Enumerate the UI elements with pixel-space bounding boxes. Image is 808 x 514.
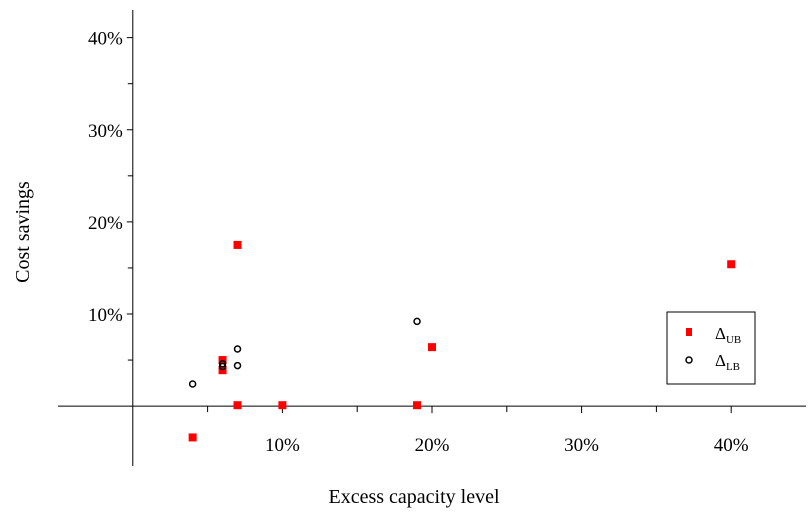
legend-box	[666, 311, 756, 385]
legend: ΔUB ΔLB	[666, 311, 756, 385]
legend-label-lb: ΔLB	[715, 351, 740, 373]
y-axis-title: Cost savings	[12, 181, 34, 283]
legend-marker-lb	[685, 356, 693, 364]
x-tick-label: 10%	[265, 435, 300, 456]
point-ub	[413, 401, 422, 410]
point-lb	[233, 345, 242, 353]
legend-marker-ub	[686, 328, 692, 336]
axes	[58, 10, 806, 466]
point-ub	[233, 240, 242, 249]
point-lb	[413, 317, 421, 326]
legend-label-ub: ΔUB	[715, 324, 741, 346]
point-lb	[218, 362, 227, 371]
point-lb	[233, 361, 242, 370]
x-axis-title: Excess capacity level	[328, 486, 499, 508]
y-tick-label: 10%	[88, 305, 123, 326]
y-tick-label: 30%	[88, 121, 123, 142]
point-lb	[218, 359, 227, 368]
x-ticks: 10% 20% 30% 40%	[207, 406, 749, 456]
point-ub	[428, 343, 436, 352]
point-ub	[233, 401, 242, 410]
x-tick-label: 40%	[714, 435, 749, 456]
point-ub	[727, 260, 736, 269]
y-tick-label: 40%	[88, 29, 123, 50]
x-tick-label: 30%	[564, 435, 599, 456]
data-points	[188, 240, 736, 442]
x-tick-label: 20%	[415, 435, 450, 456]
point-ub	[278, 401, 287, 410]
point-ub	[188, 433, 197, 442]
point-lb	[188, 380, 197, 388]
y-ticks: 10% 20% 30% 40%	[88, 29, 133, 361]
y-tick-label: 20%	[88, 213, 123, 234]
